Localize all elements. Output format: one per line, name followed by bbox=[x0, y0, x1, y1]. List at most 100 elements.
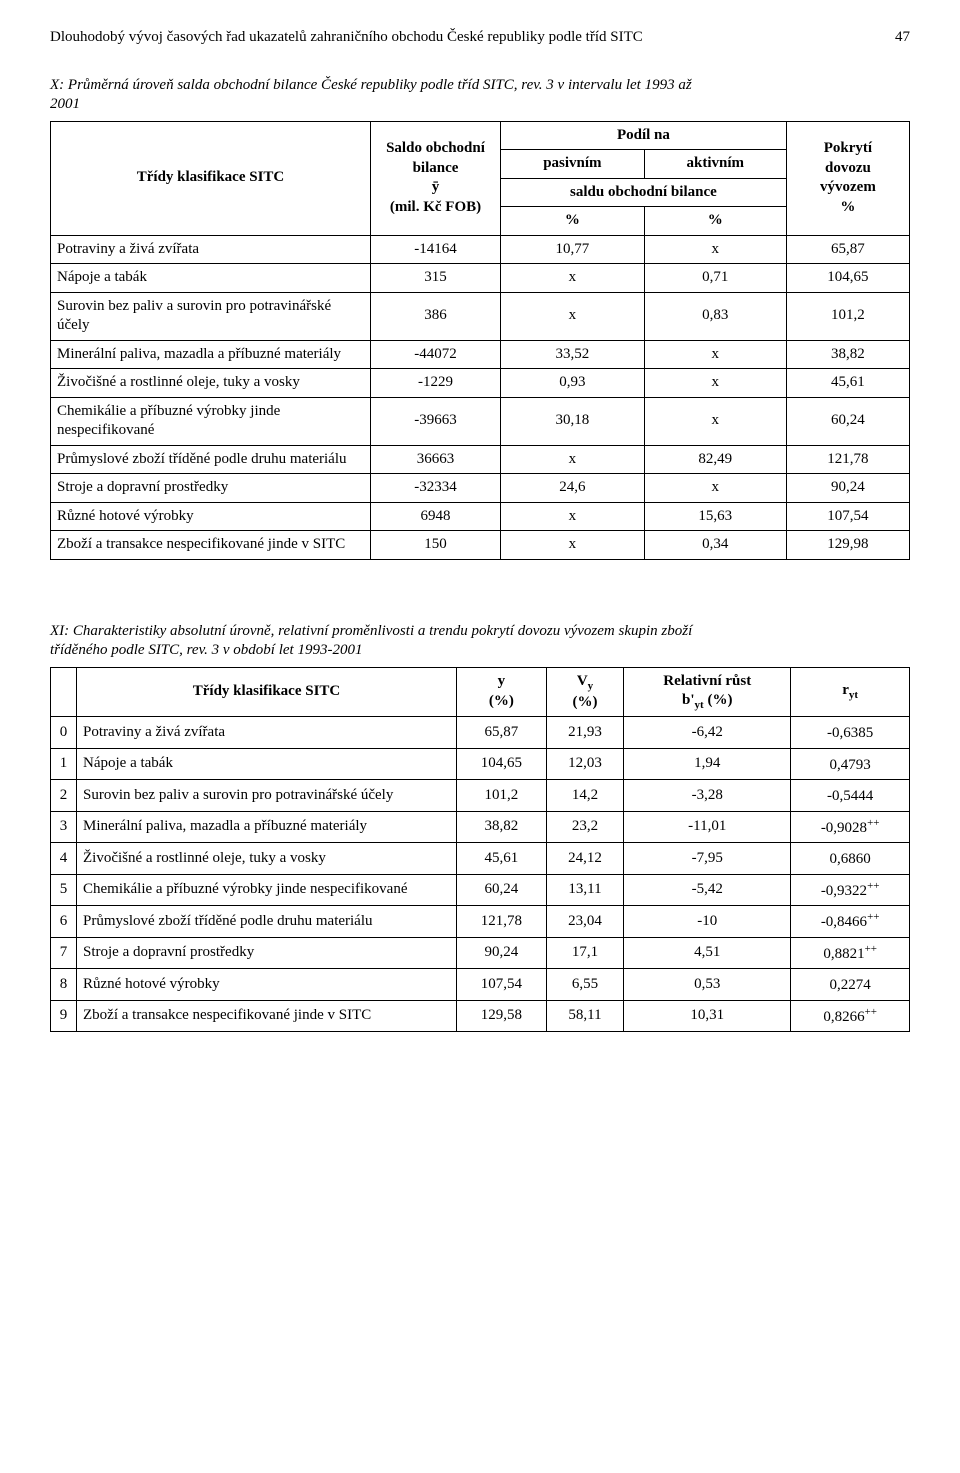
table-xi-title: XI: Charakteristiky absolutní úrovně, re… bbox=[50, 622, 910, 661]
table-row: Stroje a dopravní prostředky-3233424,6x9… bbox=[51, 474, 910, 503]
cell-value: x bbox=[644, 235, 786, 264]
running-header: Dlouhodobý vývoj časových řad ukazatelů … bbox=[50, 28, 910, 48]
cell-value: x bbox=[501, 531, 645, 560]
row-label: Minerální paliva, mazadla a příbuzné mat… bbox=[77, 811, 457, 843]
cell-main: 0,2274 bbox=[830, 977, 871, 993]
row-label: Průmyslové zboží tříděné podle druhu mat… bbox=[77, 906, 457, 938]
th-text: vývozem bbox=[820, 179, 876, 195]
cell-superscript: ++ bbox=[867, 817, 879, 829]
th-text: y bbox=[498, 673, 506, 689]
row-label: Chemikálie a příbuzné výrobky jinde nesp… bbox=[77, 874, 457, 906]
cell-value: -7,95 bbox=[624, 843, 791, 875]
cell-value: -0,8466++ bbox=[791, 906, 910, 938]
cell-value: 101,2 bbox=[786, 292, 909, 340]
th-pokryti: Pokrytí dovozu vývozem % bbox=[786, 121, 909, 235]
th-vy: Vy (%) bbox=[546, 667, 623, 717]
cell-value: -32334 bbox=[371, 474, 501, 503]
row-label: Stroje a dopravní prostředky bbox=[51, 474, 371, 503]
cell-value: 0,93 bbox=[501, 369, 645, 398]
cell-value: 0,8266++ bbox=[791, 1000, 910, 1032]
cell-value: 4,51 bbox=[624, 937, 791, 969]
cell-value: 107,54 bbox=[457, 969, 547, 1001]
cell-value: 82,49 bbox=[644, 445, 786, 474]
row-label: Nápoje a tabák bbox=[51, 264, 371, 293]
cell-value: -11,01 bbox=[624, 811, 791, 843]
th-y: y (%) bbox=[457, 667, 547, 717]
cell-main: -0,9322 bbox=[821, 883, 867, 899]
cell-value: 121,78 bbox=[457, 906, 547, 938]
cell-value: 386 bbox=[371, 292, 501, 340]
row-index: 8 bbox=[51, 969, 77, 1001]
cell-value: 58,11 bbox=[546, 1000, 623, 1032]
cell-value: -44072 bbox=[371, 340, 501, 369]
table-x-title: X: Průměrná úroveň salda obchodní bilanc… bbox=[50, 76, 910, 115]
table-row: 1Nápoje a tabák104,6512,031,940,4793 bbox=[51, 748, 910, 780]
table-xi: Třídy klasifikace SITC y (%) Vy (%) Rela… bbox=[50, 667, 910, 1033]
table-row: Potraviny a živá zvířata-1416410,77x65,8… bbox=[51, 235, 910, 264]
cell-value: 38,82 bbox=[786, 340, 909, 369]
table-row: 4Živočišné a rostlinné oleje, tuky a vos… bbox=[51, 843, 910, 875]
cell-value: 129,58 bbox=[457, 1000, 547, 1032]
row-index: 6 bbox=[51, 906, 77, 938]
cell-value: 315 bbox=[371, 264, 501, 293]
cell-superscript: ++ bbox=[865, 1006, 877, 1018]
cell-value: x bbox=[501, 445, 645, 474]
table-row: Živočišné a rostlinné oleje, tuky a vosk… bbox=[51, 369, 910, 398]
th-classes: Třídy klasifikace SITC bbox=[77, 667, 457, 717]
page-number: 47 bbox=[895, 28, 910, 48]
cell-value: x bbox=[501, 264, 645, 293]
cell-value: 0,71 bbox=[644, 264, 786, 293]
table-row: 5Chemikálie a příbuzné výrobky jinde nes… bbox=[51, 874, 910, 906]
row-label: Zboží a transakce nespecifikované jinde … bbox=[77, 1000, 457, 1032]
cell-value: 0,4793 bbox=[791, 748, 910, 780]
cell-superscript: ++ bbox=[867, 911, 879, 923]
th-text: % bbox=[840, 199, 855, 215]
th-text: Relativní růst bbox=[663, 673, 751, 689]
table-row: Průmyslové zboží tříděné podle druhu mat… bbox=[51, 445, 910, 474]
table-row: Chemikálie a příbuzné výrobky jinde nesp… bbox=[51, 397, 910, 445]
cell-main: 0,6860 bbox=[830, 851, 871, 867]
cell-value: 60,24 bbox=[786, 397, 909, 445]
row-index: 4 bbox=[51, 843, 77, 875]
cell-value: 0,83 bbox=[644, 292, 786, 340]
cell-value: x bbox=[501, 502, 645, 531]
table-row: Nápoje a tabák315x0,71104,65 bbox=[51, 264, 910, 293]
row-index: 2 bbox=[51, 780, 77, 812]
cell-value: 24,6 bbox=[501, 474, 645, 503]
row-label: Potraviny a živá zvířata bbox=[51, 235, 371, 264]
cell-value: 65,87 bbox=[786, 235, 909, 264]
cell-value: x bbox=[644, 397, 786, 445]
th-classes: Třídy klasifikace SITC bbox=[51, 121, 371, 235]
cell-value: 17,1 bbox=[546, 937, 623, 969]
subscript: y bbox=[588, 680, 594, 692]
cell-value: x bbox=[644, 474, 786, 503]
cell-value: -6,42 bbox=[624, 717, 791, 749]
table-row: 3Minerální paliva, mazadla a příbuzné ma… bbox=[51, 811, 910, 843]
row-index: 1 bbox=[51, 748, 77, 780]
th-text: b' bbox=[682, 692, 695, 708]
th-pct: % bbox=[501, 207, 645, 236]
table-row: 9Zboží a transakce nespecifikované jinde… bbox=[51, 1000, 910, 1032]
cell-value: 12,03 bbox=[546, 748, 623, 780]
cell-value: x bbox=[644, 369, 786, 398]
table-row: 2Surovin bez paliv a surovin pro potravi… bbox=[51, 780, 910, 812]
table-row: 0Potraviny a živá zvířata65,8721,93-6,42… bbox=[51, 717, 910, 749]
row-index: 0 bbox=[51, 717, 77, 749]
th-text: (%) bbox=[489, 693, 514, 709]
row-label: Surovin bez paliv a surovin pro potravin… bbox=[77, 780, 457, 812]
cell-value: 121,78 bbox=[786, 445, 909, 474]
th-text: r bbox=[842, 682, 849, 698]
row-label: Stroje a dopravní prostředky bbox=[77, 937, 457, 969]
th-text: dovozu bbox=[825, 160, 871, 176]
row-label: Minerální paliva, mazadla a příbuzné mat… bbox=[51, 340, 371, 369]
th-relativni-rust: Relativní růst b'yt (%) bbox=[624, 667, 791, 717]
cell-value: 24,12 bbox=[546, 843, 623, 875]
cell-value: 36663 bbox=[371, 445, 501, 474]
cell-main: 0,8266 bbox=[823, 1009, 864, 1025]
subscript: yt bbox=[695, 699, 704, 711]
cell-value: 0,6860 bbox=[791, 843, 910, 875]
cell-superscript: ++ bbox=[867, 880, 879, 892]
cell-value: 10,31 bbox=[624, 1000, 791, 1032]
cell-value: x bbox=[644, 340, 786, 369]
row-label: Různé hotové výrobky bbox=[51, 502, 371, 531]
